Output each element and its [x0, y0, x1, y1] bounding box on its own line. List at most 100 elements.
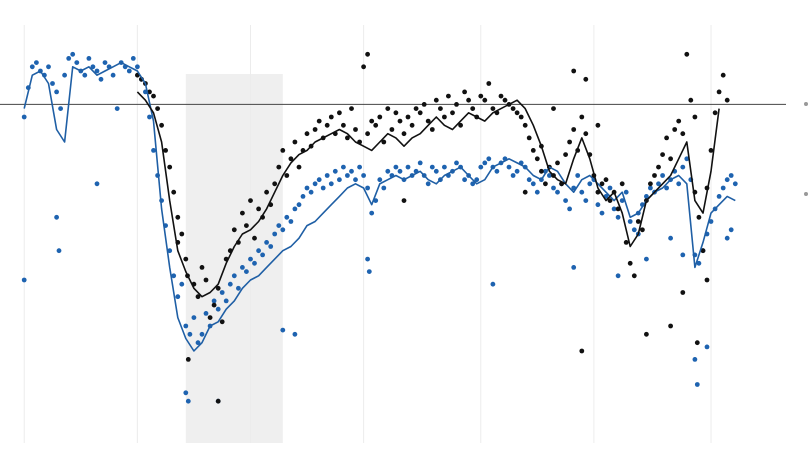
blue-data-point — [185, 398, 191, 404]
blue-data-point — [644, 194, 649, 199]
black-data-point — [442, 114, 447, 120]
black-data-point — [365, 51, 370, 57]
blue-data-point — [724, 235, 730, 241]
blue-data-point — [50, 81, 55, 86]
blue-data-point — [607, 185, 613, 191]
blue-data-point — [332, 168, 338, 174]
blue-data-point — [56, 248, 62, 254]
blue-data-point — [94, 181, 100, 187]
blue-data-point — [486, 156, 492, 162]
blue-data-point — [312, 181, 318, 187]
black-data-point — [724, 97, 730, 103]
blue-data-point — [308, 189, 314, 195]
blue-data-point — [135, 64, 140, 70]
black-data-point — [397, 118, 403, 124]
blue-data-point — [256, 248, 261, 254]
blue-data-point — [187, 331, 193, 337]
blue-data-point — [405, 164, 411, 170]
blue-data-point — [555, 189, 560, 195]
black-data-point — [551, 106, 556, 111]
black-data-point — [635, 219, 641, 224]
black-data-point — [498, 93, 504, 99]
black-data-point — [353, 127, 358, 132]
blue-data-point — [74, 60, 80, 65]
blue-data-point — [694, 382, 700, 387]
black-data-point — [652, 173, 657, 178]
black-data-point — [304, 131, 310, 137]
blue-data-point — [126, 68, 132, 74]
blue-data-point — [563, 198, 568, 204]
blue-data-point — [349, 168, 354, 174]
blue-data-point — [579, 189, 585, 195]
blue-data-point — [567, 206, 572, 212]
blue-data-point — [369, 210, 375, 216]
black-data-point — [389, 127, 395, 132]
blue-data-point — [454, 160, 459, 166]
blue-data-point — [211, 298, 217, 304]
blue-data-point — [353, 177, 358, 183]
blue-data-point — [627, 219, 633, 224]
blue-data-point — [611, 206, 617, 212]
blue-data-point — [341, 164, 346, 170]
blue-data-point — [381, 185, 387, 191]
black-data-point — [664, 135, 669, 141]
black-data-point — [276, 164, 282, 170]
black-data-point — [252, 235, 257, 241]
black-data-point — [627, 260, 633, 266]
black-data-point — [680, 131, 686, 137]
black-data-point — [215, 285, 221, 291]
blue-data-point — [288, 219, 294, 224]
black-data-point — [316, 118, 322, 124]
black-data-point — [369, 118, 375, 124]
blue-data-point — [587, 181, 593, 187]
blue-data-point — [260, 252, 265, 258]
blue-data-point — [365, 185, 370, 191]
black-data-point — [462, 89, 467, 95]
blue-data-point — [551, 185, 556, 191]
black-data-point — [195, 294, 201, 300]
blue-data-point — [656, 181, 661, 187]
black-data-point — [672, 127, 678, 132]
black-data-point — [401, 131, 407, 137]
black-data-point — [159, 122, 165, 128]
blue-data-point — [21, 277, 27, 283]
black-data-point — [425, 118, 431, 124]
black-data-point — [433, 97, 439, 103]
blue-data-point — [264, 240, 269, 245]
blue-data-point — [179, 281, 185, 287]
black-data-point — [466, 97, 471, 103]
blue-data-point — [648, 185, 653, 191]
black-data-point — [248, 198, 253, 204]
blue-data-point — [284, 214, 290, 220]
black-data-point — [147, 89, 152, 95]
blue-data-point — [660, 173, 665, 178]
black-data-point — [203, 277, 209, 283]
black-data-point — [482, 97, 488, 103]
black-data-point — [684, 51, 690, 57]
blue-data-point — [82, 72, 88, 78]
blue-data-point — [724, 177, 730, 183]
black-data-point — [514, 110, 520, 116]
black-data-point — [539, 168, 544, 174]
blue-data-point — [357, 164, 362, 170]
black-data-point — [644, 331, 649, 337]
blue-data-point — [668, 235, 673, 241]
blue-data-point — [296, 202, 302, 208]
blue-data-point — [227, 281, 233, 287]
black-data-point — [413, 106, 419, 111]
blue-data-point — [442, 164, 447, 170]
blue-data-point — [114, 106, 120, 111]
black-data-point — [563, 152, 568, 158]
blue-data-point — [615, 214, 621, 220]
blue-data-point — [547, 173, 552, 178]
blue-data-point — [696, 260, 702, 266]
blue-data-point — [728, 227, 734, 233]
shaded-band-layer — [185, 74, 283, 443]
blue-data-point — [280, 327, 286, 333]
black-data-point — [555, 160, 560, 166]
blue-data-point — [385, 168, 391, 174]
black-data-point — [631, 273, 637, 279]
black-data-point — [571, 127, 577, 132]
blue-data-point — [130, 56, 136, 61]
